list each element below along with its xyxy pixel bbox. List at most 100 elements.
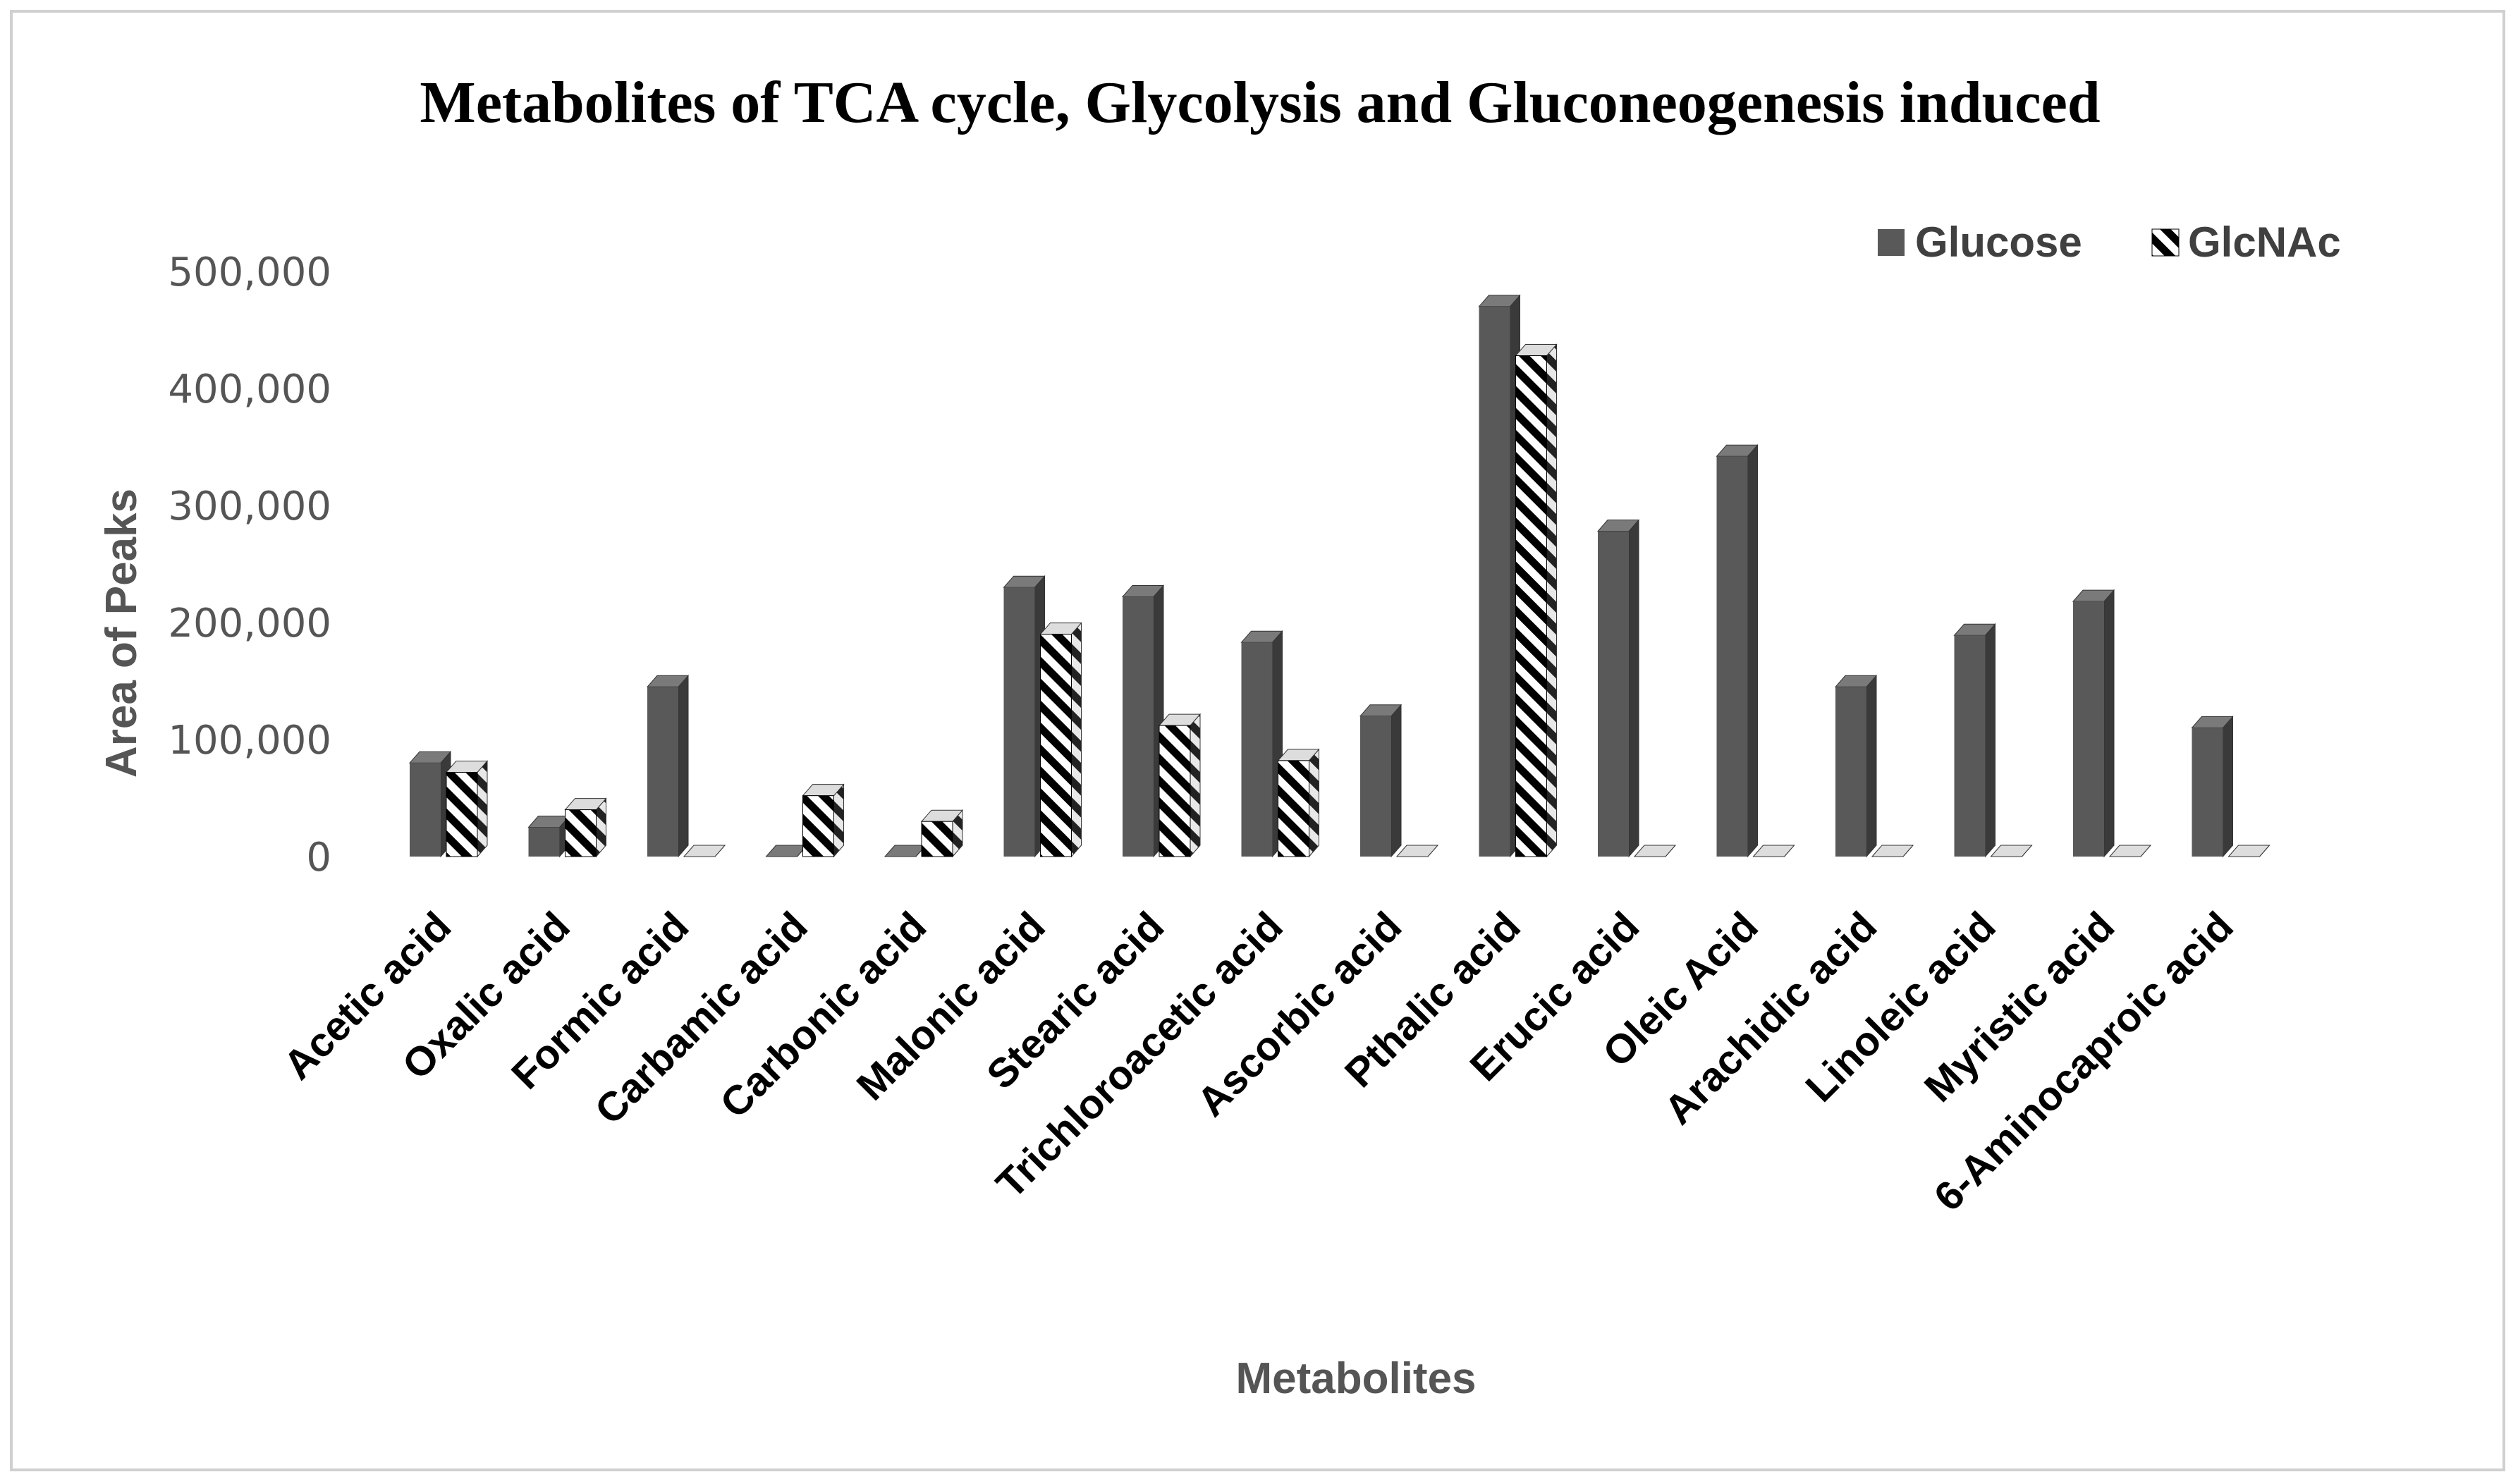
bar-glucose <box>1834 674 1878 858</box>
y-tick-label: 0 <box>306 835 331 881</box>
bar-glucose <box>1478 294 1521 858</box>
bar-glcnac <box>1277 748 1320 858</box>
bar-glcnac <box>1990 845 2033 857</box>
bar-side <box>833 783 844 858</box>
bar-glucose <box>1003 575 1046 858</box>
y-axis-title: Area of Peaks <box>97 489 146 778</box>
bar-series <box>408 294 2271 858</box>
bar-glcnac <box>1633 845 1677 857</box>
legend-label-glcnac: GlcNAc <box>2188 219 2341 266</box>
bar-glcnac <box>445 760 489 858</box>
bar-glucose <box>884 845 927 857</box>
bar-front <box>1360 716 1391 857</box>
x-tick-label: Arachidic acid <box>1656 903 1886 1133</box>
bar-front <box>1003 587 1035 857</box>
bar-glcnac <box>920 809 964 858</box>
bar-front <box>1123 596 1154 857</box>
bar-glucose <box>1596 519 1640 858</box>
bar-glucose <box>1240 630 1283 858</box>
bar-side <box>2103 589 2115 858</box>
bar-front <box>1278 760 1309 857</box>
bar-glcnac <box>2108 845 2152 857</box>
bar-front <box>802 795 834 857</box>
bar-side <box>1546 343 1557 858</box>
x-axis-title: Metabolites <box>1235 1354 1476 1403</box>
bar-top <box>1871 845 1914 857</box>
bar-top <box>2227 845 2271 857</box>
bar-front <box>2073 601 2104 857</box>
bar-front <box>1241 642 1273 857</box>
bar-front <box>565 809 597 857</box>
x-tick-label: Carbamic acid <box>586 903 816 1133</box>
bar-glcnac <box>1752 845 1795 857</box>
bar-front <box>1598 531 1629 857</box>
bar-glucose <box>646 674 690 858</box>
bar-front <box>410 763 441 857</box>
x-tick-label: Carbonic acid <box>711 903 935 1127</box>
bar-side <box>1309 748 1319 858</box>
bar-front <box>1159 725 1191 857</box>
bar-glucose <box>1121 584 1165 858</box>
bar-side <box>1985 623 1996 858</box>
bar-front <box>1835 687 1866 857</box>
y-tick-label: 300,000 <box>168 484 331 529</box>
bar-top <box>1633 845 1677 857</box>
y-axis-ticks: 0 100,000 200,000 300,000 400,000 500,000 <box>168 250 331 881</box>
bar-front <box>921 821 953 857</box>
bar-top <box>2108 845 2152 857</box>
bar-glcnac <box>2227 845 2271 857</box>
bar-glucose <box>1953 623 1996 858</box>
bar-glucose <box>527 815 570 858</box>
bar-front <box>528 827 560 857</box>
bar-top <box>1990 845 2033 857</box>
y-tick-label: 400,000 <box>168 367 331 412</box>
bar-side <box>678 674 689 858</box>
bar-glcnac <box>1395 845 1439 857</box>
bar-side <box>1747 443 1758 858</box>
y-tick-label: 200,000 <box>168 601 331 646</box>
bar-glucose <box>2191 716 2234 858</box>
bar-glucose <box>765 845 808 857</box>
bar-top <box>765 845 808 857</box>
bar-side <box>477 760 488 858</box>
bar-front <box>446 771 478 857</box>
bar-glcnac <box>1515 343 1558 858</box>
bar-front <box>2192 728 2223 857</box>
legend: Glucose GlcNAc <box>1878 219 2341 266</box>
bar-glucose <box>408 750 452 858</box>
bar-front <box>1716 456 1748 857</box>
bar-glcnac <box>564 797 607 858</box>
bar-side <box>1866 674 1877 858</box>
bar-front <box>1954 635 1986 857</box>
bar-front <box>1479 306 1510 857</box>
bar-front <box>1515 355 1547 857</box>
y-tick-label: 100,000 <box>168 718 331 764</box>
bar-side <box>2223 716 2233 858</box>
bar-glucose <box>2072 589 2115 858</box>
legend-swatch-glucose <box>1878 229 1905 256</box>
bar-glcnac <box>1039 622 1082 858</box>
bar-front <box>1040 634 1072 857</box>
bar-top <box>1395 845 1439 857</box>
bar-glucose <box>1359 704 1402 858</box>
bar-glcnac <box>1158 713 1202 858</box>
x-tick-label: Ascorbic acid <box>1188 903 1410 1125</box>
legend-swatch-glcnac <box>2151 228 2180 257</box>
bar-top <box>683 845 726 857</box>
bar-side <box>1071 622 1082 858</box>
legend-label-glucose: Glucose <box>1915 219 2082 266</box>
bar-side <box>1190 713 1201 858</box>
bar-side <box>1391 704 1402 858</box>
chart-title: Metabolites of TCA cycle, Glycolysis and… <box>420 70 2100 135</box>
chart-frame: Metabolites of TCA cycle, Glycolysis and… <box>10 10 2505 1471</box>
bar-glucose <box>1716 443 1759 858</box>
bar-glcnac <box>802 783 845 858</box>
bar-glcnac <box>683 845 726 857</box>
bar-glcnac <box>1871 845 1914 857</box>
bar-top <box>1752 845 1795 857</box>
y-tick-label: 500,000 <box>168 250 331 295</box>
bar-chart: Metabolites of TCA cycle, Glycolysis and… <box>97 70 2341 1403</box>
bar-top <box>884 845 927 857</box>
bar-side <box>1628 519 1639 858</box>
